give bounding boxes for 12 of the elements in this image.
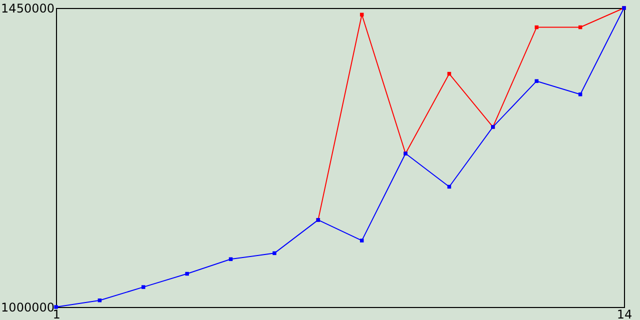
line-series <box>54 6 626 309</box>
y-tick-label: 1000000 <box>1 300 54 314</box>
x-tick-label: 14 <box>616 308 632 320</box>
point <box>142 285 146 289</box>
point <box>360 238 364 242</box>
point <box>534 79 538 83</box>
point <box>185 272 189 276</box>
x-tick-label: 1 <box>52 308 60 320</box>
y-tick-label: 1450000 <box>1 2 54 16</box>
point <box>534 25 538 30</box>
point <box>272 251 276 256</box>
point <box>54 305 58 309</box>
